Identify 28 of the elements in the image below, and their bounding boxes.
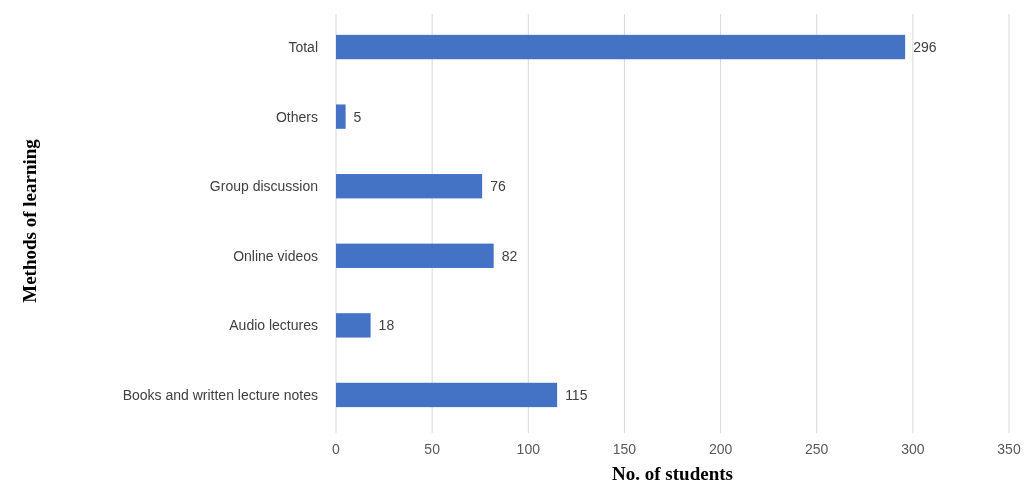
x-tick-label: 0	[332, 441, 341, 457]
bar	[336, 313, 371, 338]
data-label: 18	[378, 317, 395, 334]
y-tick-label: Total	[288, 38, 318, 55]
data-label: 82	[501, 247, 518, 264]
y-tick-label: Online videos	[233, 247, 318, 264]
data-label: 115	[565, 386, 588, 403]
x-tick-label: 50	[424, 441, 441, 457]
bar	[336, 382, 558, 408]
y-tick-label: Others	[275, 108, 318, 125]
x-tick-label: 150	[612, 441, 637, 457]
y-tick-label: Audio lectures	[229, 317, 318, 334]
y-axis-title: Methods of learning	[19, 138, 40, 303]
x-tick-label: 350	[997, 441, 1021, 457]
x-tick-label: 300	[901, 441, 925, 457]
y-tick-label: Books and written lecture notes	[122, 386, 318, 403]
bar	[336, 243, 494, 268]
bar	[336, 174, 483, 199]
data-label: 76	[490, 178, 506, 195]
bar	[336, 34, 906, 60]
y-tick-label: Group discussion	[209, 178, 318, 195]
data-label: 296	[913, 38, 937, 55]
data-label: 5	[353, 108, 362, 125]
x-tick-label: 250	[805, 441, 829, 457]
x-tick-label: 200	[708, 441, 733, 457]
x-axis-title: No. of students	[612, 463, 733, 484]
x-tick-label: 100	[516, 441, 541, 457]
bar	[336, 104, 346, 129]
